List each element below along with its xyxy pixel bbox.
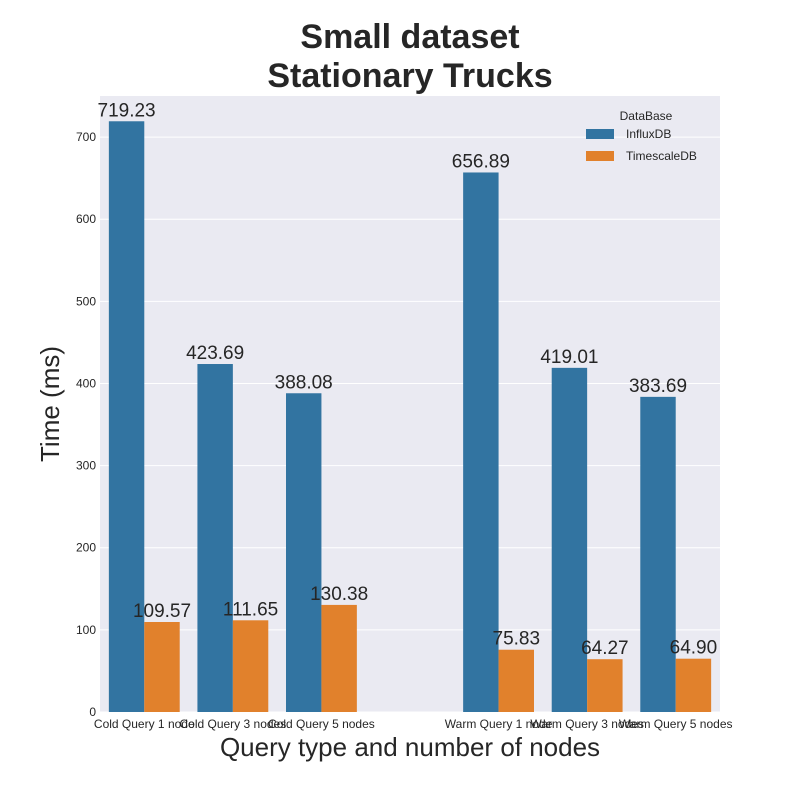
legend-label: InfluxDB xyxy=(626,127,671,141)
bar-value-label: 130.38 xyxy=(310,584,368,605)
bar-timescaledb xyxy=(498,649,534,712)
bar-influxdb xyxy=(551,367,588,712)
bar-value-label: 64.90 xyxy=(670,638,718,659)
bar-value-label: 656.89 xyxy=(452,151,510,172)
bar-timescaledb xyxy=(144,622,180,712)
x-axis-label: Query type and number of nodes xyxy=(220,732,600,762)
x-tick-label: Warm Query 1 node xyxy=(445,717,553,731)
chart-title-line-2: Stationary Trucks xyxy=(267,57,552,95)
bar-influxdb xyxy=(640,396,676,712)
x-tick-label: Cold Query 1 node xyxy=(94,717,195,731)
chart-title-line-1: Small dataset xyxy=(300,18,519,56)
bar-influxdb xyxy=(463,172,499,712)
legend-swatch-influxdb xyxy=(586,129,614,139)
legend-label: TimescaleDB xyxy=(626,149,697,163)
bar-value-label: 423.69 xyxy=(186,343,244,364)
legend: DataBase InfluxDB TimescaleDB xyxy=(586,109,697,163)
bar-timescaledb xyxy=(232,620,269,712)
y-tick-label: 0 xyxy=(89,705,96,719)
x-tick-label: Cold Query 5 nodes xyxy=(268,717,375,731)
data-labels: 719.23 423.69 388.08 656.89 419.01 383.69 109.… xyxy=(98,100,718,659)
y-tick-label: 100 xyxy=(76,623,96,637)
bar-value-label: 111.65 xyxy=(223,599,278,620)
x-tick-label: Cold Query 3 nodes xyxy=(179,717,286,731)
bar-influxdb xyxy=(108,121,145,713)
bars xyxy=(108,121,712,713)
bar-value-label: 419.01 xyxy=(540,347,598,368)
y-axis-label: Time (ms) xyxy=(35,346,65,462)
bar-timescaledb xyxy=(321,604,357,712)
x-tick-label: Warm Query 5 nodes xyxy=(619,717,733,731)
bar-timescaledb xyxy=(675,658,712,712)
bar-value-label: 64.27 xyxy=(581,638,629,659)
bar-value-label: 109.57 xyxy=(133,601,191,622)
x-tick-label: Warm Query 3 nodes xyxy=(530,717,644,731)
bar-value-label: 383.69 xyxy=(629,376,687,397)
bar-timescaledb xyxy=(587,659,623,712)
y-axis-ticks: 0 100 200 300 400 500 600 700 xyxy=(76,130,96,719)
bar-value-label: 719.23 xyxy=(98,100,156,121)
y-tick-label: 200 xyxy=(76,541,96,555)
bar-influxdb xyxy=(286,393,322,712)
bar-value-label: 388.08 xyxy=(275,372,333,393)
legend-swatch-timescaledb xyxy=(586,151,614,161)
y-tick-label: 400 xyxy=(76,376,96,390)
bar-value-label: 75.83 xyxy=(493,629,541,650)
bar-influxdb xyxy=(197,364,233,712)
legend-title: DataBase xyxy=(620,109,673,123)
y-tick-label: 500 xyxy=(76,294,96,308)
y-tick-label: 700 xyxy=(76,130,96,144)
y-tick-label: 300 xyxy=(76,459,96,473)
y-tick-label: 600 xyxy=(76,212,96,226)
plot-area xyxy=(100,96,720,712)
